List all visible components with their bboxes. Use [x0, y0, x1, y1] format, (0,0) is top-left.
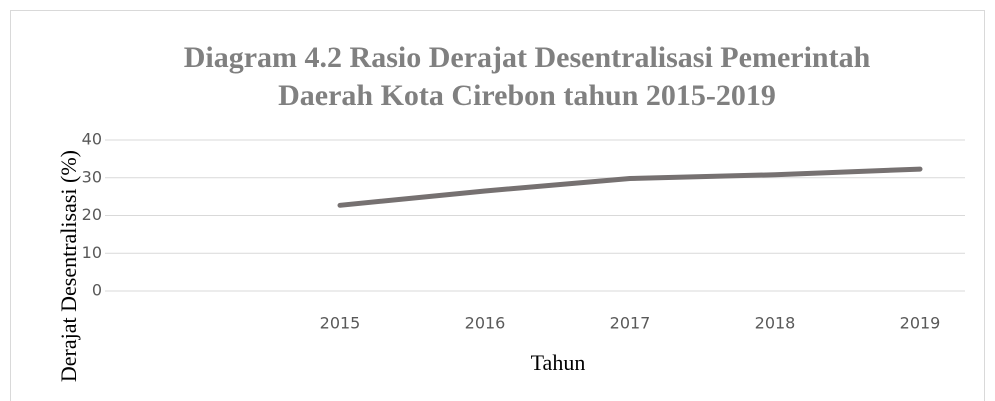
chart-title: Diagram 4.2 Rasio Derajat Desentralisasi… — [184, 41, 871, 74]
x-tick-label: 2017 — [610, 314, 651, 333]
chart-border — [10, 10, 985, 401]
x-tick-label: 2018 — [755, 314, 796, 333]
chart-title: Daerah Kota Cirebon tahun 2015-2019 — [278, 79, 776, 112]
y-tick-label: 10 — [82, 243, 102, 262]
x-tick-label: 2015 — [320, 314, 361, 333]
y-tick-label: 20 — [82, 205, 102, 224]
y-tick-label: 40 — [82, 130, 102, 149]
y-tick-label: 30 — [82, 167, 102, 186]
x-tick-label: 2019 — [900, 314, 941, 333]
data-line — [337, 166, 923, 208]
y-axis-label: Derajat Desentralisasi (%) — [56, 150, 81, 382]
x-tick-label: 2016 — [465, 314, 506, 333]
x-axis-label: Tahun — [531, 350, 586, 375]
y-tick-label: 0 — [92, 281, 102, 300]
